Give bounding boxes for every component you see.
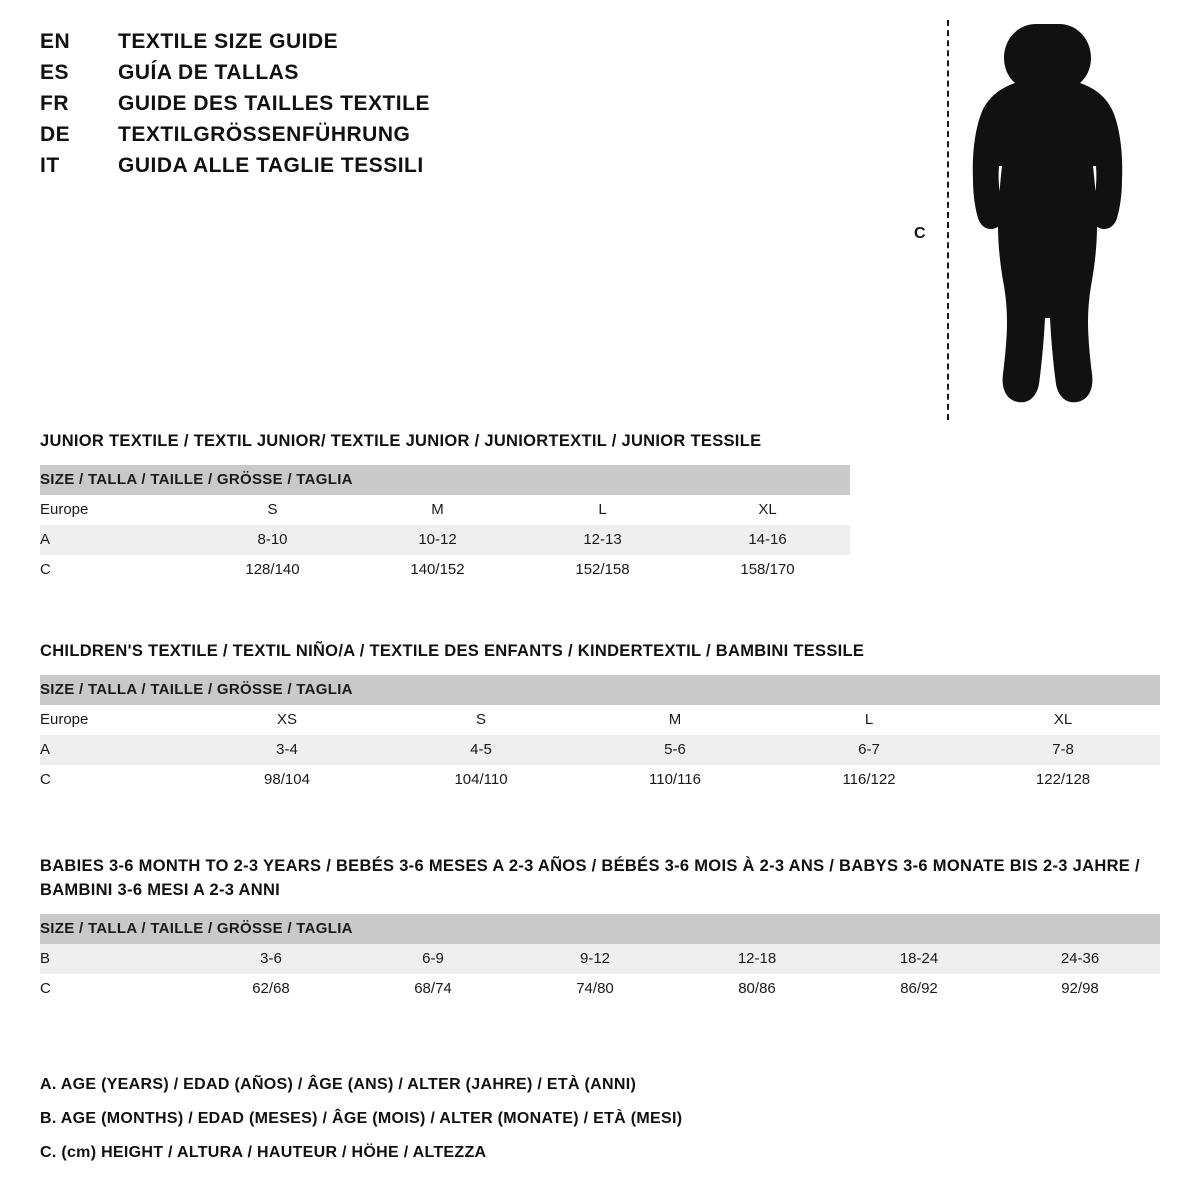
cell-value: S bbox=[267, 501, 278, 519]
table-row: B 3-6 6-9 9-12 12-18 18-24 24-36 bbox=[40, 943, 1160, 974]
junior-size-table: SIZE / TALLA / TAILLE / GRÖSSE / TAGLIA … bbox=[40, 464, 850, 585]
language-title: GUIDA ALLE TAGLIE TESSILI bbox=[118, 154, 424, 177]
cell-value: 116/122 bbox=[842, 771, 896, 789]
measurement-figure: C bbox=[900, 10, 1160, 420]
height-measure-label: C bbox=[914, 225, 926, 242]
cell-value: 128/140 bbox=[245, 561, 300, 579]
cell-value: M bbox=[668, 711, 682, 729]
section-junior-textile: JUNIOR TEXTILE / TEXTIL JUNIOR/ TEXTILE … bbox=[40, 430, 1160, 585]
band-label: SIZE / TALLA / TAILLE / GRÖSSE / TAGLIA bbox=[40, 920, 353, 938]
child-silhouette-icon bbox=[972, 24, 1123, 403]
cell-value: 140/152 bbox=[410, 561, 465, 579]
cell-value: 104/110 bbox=[454, 771, 508, 789]
language-code: ES bbox=[40, 61, 70, 84]
section-title: BABIES 3-6 MONTH TO 2-3 YEARS / BEBÉS 3-… bbox=[40, 857, 1140, 899]
cell-value: L bbox=[864, 711, 874, 729]
cell-value: 92/98 bbox=[1061, 980, 1099, 998]
language-code: DE bbox=[40, 123, 71, 146]
table-row: Europe S M L XL bbox=[40, 494, 850, 525]
table-row: C 98/104 104/110 110/116 116/122 122/128 bbox=[40, 764, 1161, 795]
cell-value: 74/80 bbox=[576, 980, 614, 998]
cell-value: 98/104 bbox=[264, 771, 310, 789]
legend-item-b: B. AGE (MONTHS) / EDAD (MESES) / ÂGE (MO… bbox=[40, 1110, 683, 1127]
language-title: TEXTILE SIZE GUIDE bbox=[118, 30, 339, 53]
row-label: C bbox=[40, 980, 51, 998]
table-row: C 128/140 140/152 152/158 158/170 bbox=[40, 554, 850, 585]
legend-item-a: A. AGE (YEARS) / EDAD (AÑOS) / ÂGE (ANS)… bbox=[40, 1076, 637, 1093]
cell-value: 14-16 bbox=[748, 531, 787, 549]
cell-value: 5-6 bbox=[664, 741, 686, 759]
cell-value: 62/68 bbox=[252, 980, 290, 998]
language-title: TEXTILGRÖSSENFÜHRUNG bbox=[118, 123, 411, 146]
cell-value: 122/128 bbox=[1035, 771, 1091, 789]
table-row: Europe XS S M L XL bbox=[40, 704, 1161, 735]
cell-value: 6-7 bbox=[858, 741, 880, 759]
cell-value: 68/74 bbox=[414, 980, 452, 998]
language-row: EN TEXTILE SIZE GUIDE bbox=[40, 30, 600, 61]
height-dashed-line bbox=[947, 20, 949, 420]
cell-value: S bbox=[475, 711, 486, 729]
table-row: A 8-10 10-12 12-13 14-16 bbox=[40, 524, 850, 555]
legend-block: A. AGE (YEARS) / EDAD (AÑOS) / ÂGE (ANS)… bbox=[40, 1068, 1040, 1170]
language-code: EN bbox=[40, 30, 71, 53]
cell-value: 7-8 bbox=[1052, 741, 1074, 759]
language-code: FR bbox=[40, 92, 69, 115]
row-label: A bbox=[40, 531, 51, 549]
cell-value: 24-36 bbox=[1060, 950, 1100, 968]
cell-value: L bbox=[598, 501, 607, 519]
cell-value: 86/92 bbox=[900, 980, 938, 998]
table-band-row: SIZE / TALLA / TAILLE / GRÖSSE / TAGLIA bbox=[40, 913, 1160, 944]
cell-value: 9-12 bbox=[579, 950, 611, 968]
cell-value: 12-18 bbox=[737, 950, 777, 968]
band-label: SIZE / TALLA / TAILLE / GRÖSSE / TAGLIA bbox=[40, 471, 353, 489]
section-childrens-textile: CHILDREN'S TEXTILE / TEXTIL NIÑO/A / TEX… bbox=[40, 640, 1161, 795]
cell-value: 12-13 bbox=[583, 531, 622, 549]
cell-value: 18-24 bbox=[899, 950, 939, 968]
row-label: C bbox=[40, 771, 51, 789]
row-label: A bbox=[40, 741, 51, 759]
language-row: DE TEXTILGRÖSSENFÜHRUNG bbox=[40, 123, 600, 154]
cell-value: XL bbox=[758, 501, 777, 519]
children-size-table: SIZE / TALLA / TAILLE / GRÖSSE / TAGLIA … bbox=[40, 674, 1161, 795]
table-band-row: SIZE / TALLA / TAILLE / GRÖSSE / TAGLIA bbox=[40, 674, 1161, 705]
row-label: B bbox=[40, 950, 51, 968]
header-language-list: EN TEXTILE SIZE GUIDE ES GUÍA DE TALLAS … bbox=[40, 30, 600, 185]
cell-value: 8-10 bbox=[257, 531, 288, 549]
cell-value: 3-6 bbox=[260, 950, 282, 968]
section-title: JUNIOR TEXTILE / TEXTIL JUNIOR/ TEXTILE … bbox=[40, 432, 762, 450]
row-label: Europe bbox=[40, 501, 89, 519]
cell-value: XS bbox=[276, 711, 297, 729]
legend-item-c: C. (cm) HEIGHT / ALTURA / HAUTEUR / HÖHE… bbox=[40, 1144, 487, 1161]
section-title: CHILDREN'S TEXTILE / TEXTIL NIÑO/A / TEX… bbox=[40, 642, 865, 660]
cell-value: 4-5 bbox=[470, 741, 492, 759]
cell-value: 158/170 bbox=[740, 561, 795, 579]
cell-value: 152/158 bbox=[575, 561, 630, 579]
table-band-row: SIZE / TALLA / TAILLE / GRÖSSE / TAGLIA bbox=[40, 464, 850, 495]
row-label: C bbox=[40, 561, 51, 579]
section-babies-textile: BABIES 3-6 MONTH TO 2-3 YEARS / BEBÉS 3-… bbox=[40, 855, 1160, 1004]
cell-value: M bbox=[431, 501, 444, 519]
cell-value: 6-9 bbox=[422, 950, 444, 968]
cell-value: 10-12 bbox=[418, 531, 457, 549]
cell-value: 110/116 bbox=[649, 771, 701, 789]
cell-value: 3-4 bbox=[276, 741, 298, 759]
cell-value: XL bbox=[1053, 711, 1073, 729]
babies-size-table: SIZE / TALLA / TAILLE / GRÖSSE / TAGLIA … bbox=[40, 913, 1160, 1004]
band-label: SIZE / TALLA / TAILLE / GRÖSSE / TAGLIA bbox=[40, 681, 353, 699]
row-label: Europe bbox=[40, 711, 89, 729]
language-title: GUÍA DE TALLAS bbox=[118, 61, 299, 84]
language-title: GUIDE DES TAILLES TEXTILE bbox=[118, 92, 430, 115]
cell-value: 80/86 bbox=[738, 980, 776, 998]
language-row: IT GUIDA ALLE TAGLIE TESSILI bbox=[40, 154, 600, 185]
language-row: ES GUÍA DE TALLAS bbox=[40, 61, 600, 92]
language-row: FR GUIDE DES TAILLES TEXTILE bbox=[40, 92, 600, 123]
table-row: A 3-4 4-5 5-6 6-7 7-8 bbox=[40, 734, 1161, 765]
language-code: IT bbox=[40, 154, 60, 177]
table-row: C 62/68 68/74 74/80 80/86 86/92 92/98 bbox=[40, 973, 1160, 1004]
